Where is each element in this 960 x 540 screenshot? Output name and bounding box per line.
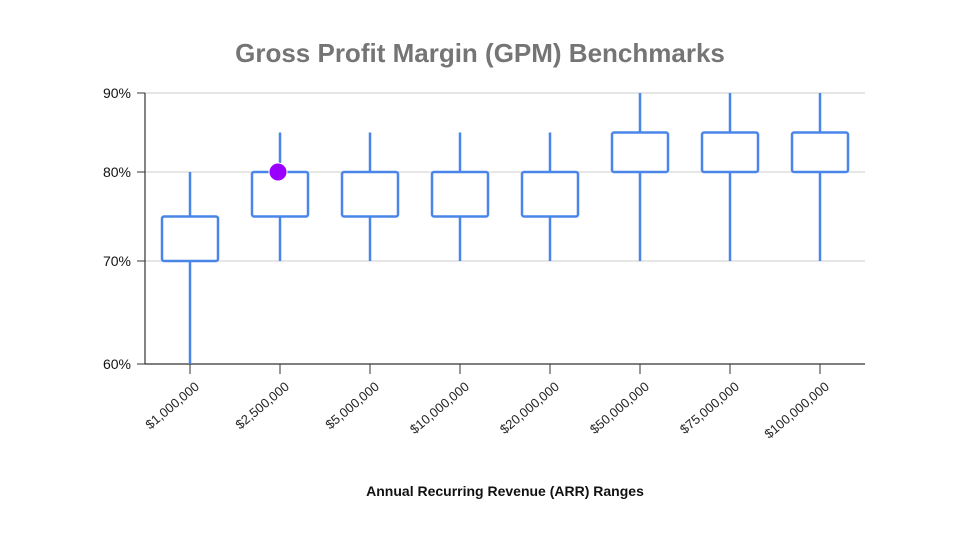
x-tick-label: $50,000,000 xyxy=(587,379,652,437)
box-8 xyxy=(790,93,850,261)
box-rect xyxy=(520,170,580,218)
x-tick-label: $2,500,000 xyxy=(232,379,291,432)
x-tick-label: $100,000,000 xyxy=(761,379,832,442)
box-rect xyxy=(160,215,220,263)
x-tick-label: $5,000,000 xyxy=(322,379,381,432)
x-tick-label: $10,000,000 xyxy=(407,379,472,437)
highlight-point xyxy=(268,162,288,182)
y-tick-label: 90% xyxy=(103,85,131,101)
chart-title: Gross Profit Margin (GPM) Benchmarks xyxy=(235,38,725,68)
x-axis-label: Annual Recurring Revenue (ARR) Ranges xyxy=(366,483,644,499)
x-tick-label: $20,000,000 xyxy=(497,379,562,437)
y-tick-label: 70% xyxy=(103,253,131,269)
box-7 xyxy=(700,93,760,261)
box-6 xyxy=(610,93,670,261)
x-axis-ticks: $1,000,000 $2,500,000 $5,000,000 $10,000,00… xyxy=(142,364,832,442)
box-3 xyxy=(340,132,400,261)
y-tick-label: 80% xyxy=(103,164,131,180)
box-1 xyxy=(160,172,220,364)
highlight-marker-group xyxy=(268,162,288,182)
box-2 xyxy=(250,132,310,261)
y-tick-label: 60% xyxy=(103,356,131,372)
box-series xyxy=(160,93,850,364)
box-rect xyxy=(700,131,760,174)
axes xyxy=(144,93,865,365)
box-rect xyxy=(790,131,850,174)
box-5 xyxy=(520,132,580,261)
y-axis-ticks: 60% 70% 80% 90% xyxy=(103,85,145,372)
box-rect xyxy=(340,170,400,218)
x-tick-label: $1,000,000 xyxy=(142,379,201,432)
box-rect xyxy=(430,170,490,218)
box-rect xyxy=(610,131,670,174)
x-tick-label: $75,000,000 xyxy=(677,379,742,437)
box-4 xyxy=(430,132,490,261)
